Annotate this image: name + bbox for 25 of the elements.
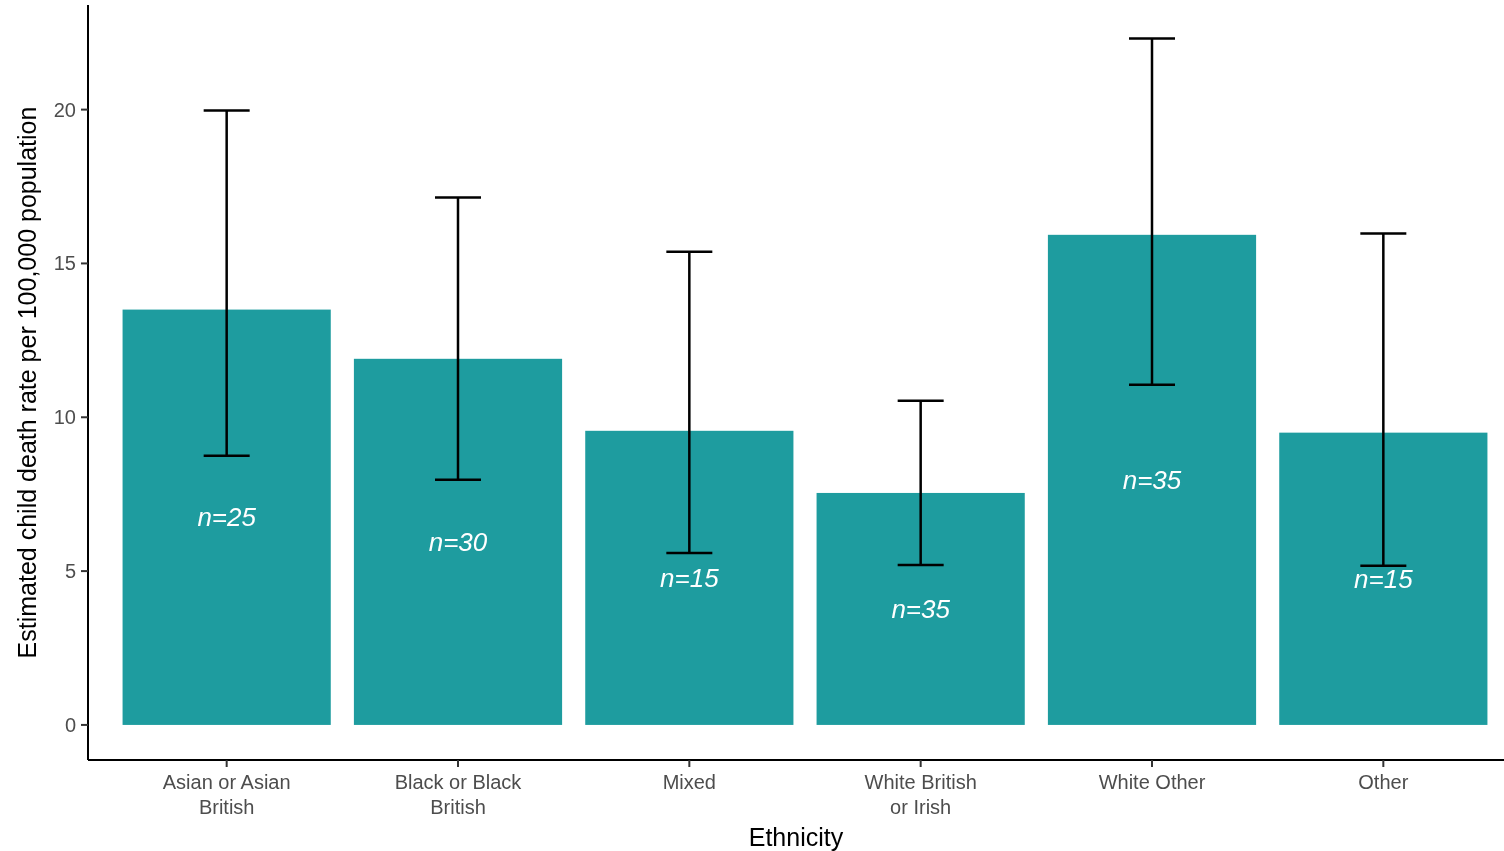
annotation: n=30 [428,526,488,557]
annotation: n=15 [660,562,720,593]
bar [1047,234,1257,725]
y-axis-title: Estimated child death rate per 100,000 population [13,106,41,659]
annotation: n=35 [1122,464,1182,495]
bar [353,358,563,725]
x-tick-label: White British or Irish [864,771,977,818]
bar [585,430,794,725]
y-tick-label: 10 [53,406,76,429]
y-tick-label: 20 [53,98,76,121]
annotation: n=25 [197,502,257,533]
x-axis-title: Ethnicity [748,823,844,851]
y-tick-label: 5 [64,560,76,583]
annotation: n=15 [1354,563,1414,594]
x-tick-label: Asian or Asian British [162,771,291,818]
x-tick-label: Mixed [662,771,717,793]
x-tick-label: Other [1358,771,1409,793]
annotation: n=35 [891,594,951,625]
bar [816,492,1025,725]
y-tick-label: 15 [53,252,76,275]
bar [122,309,331,725]
x-tick-label: White Other [1098,771,1206,793]
bar [1279,432,1488,725]
y-tick-label: 0 [64,713,76,736]
x-tick-label: Black or Black British [394,771,523,818]
